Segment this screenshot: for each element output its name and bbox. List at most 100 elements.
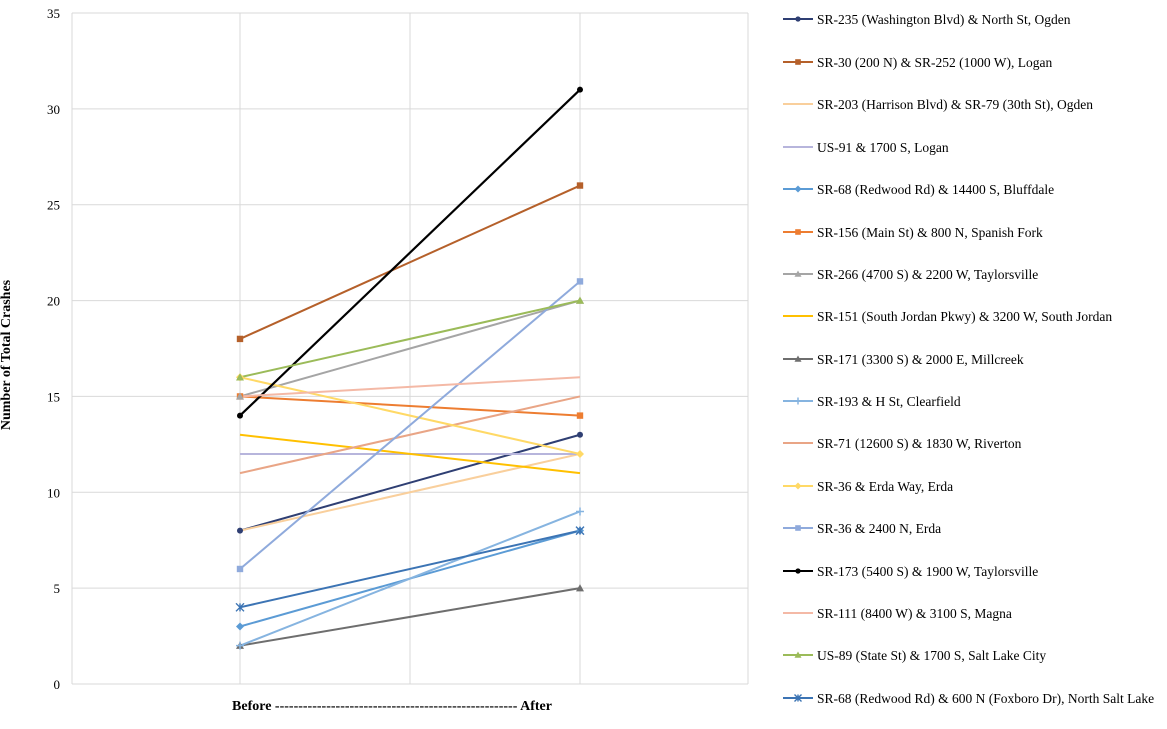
legend-marker [783, 442, 813, 444]
legend-item-11: SR-71 (12600 S) & 1830 W, Riverton [783, 436, 1167, 470]
data-point-13-before [236, 565, 244, 573]
legend-label: SR-203 (Harrison Blvd) & SR-79 (30th St)… [817, 97, 1093, 112]
legend-marker-symbol [794, 482, 802, 490]
legend-marker-symbol [794, 397, 802, 405]
legend-marker-symbol [794, 185, 802, 193]
legend-label: US-89 (State St) & 1700 S, Salt Lake Cit… [817, 648, 1047, 663]
legend-item-9: SR-171 (3300 S) & 2000 E, Millcreek [783, 352, 1167, 386]
data-point-2-after [576, 182, 584, 189]
legend-item-2: SR-30 (200 N) & SR-252 (1000 W), Logan [783, 55, 1167, 89]
data-point-14-before [237, 412, 243, 419]
legend-item-8: SR-151 (South Jordan Pkwy) & 3200 W, Sou… [783, 309, 1167, 343]
legend-marker [783, 568, 813, 574]
legend-item-17: SR-68 (Redwood Rd) & 600 N (Foxboro Dr),… [783, 691, 1167, 725]
legend-marker [783, 229, 813, 235]
legend-item-15: SR-111 (8400 W) & 3100 S, Magna [783, 606, 1167, 640]
legend-marker [783, 355, 813, 362]
legend-marker [783, 651, 813, 658]
legend-marker [783, 482, 813, 490]
data-point-13-after [576, 278, 584, 285]
legend-label: SR-235 (Washington Blvd) & North St, Ogd… [817, 12, 1071, 27]
data-point-12-after [576, 449, 584, 458]
legend-marker-symbol [795, 229, 801, 235]
legend-item-7: SR-266 (4700 S) & 2200 W, Taylorsville [783, 267, 1167, 301]
legend-item-4: US-91 & 1700 S, Logan [783, 140, 1167, 174]
series-line-7 [239, 299, 581, 398]
chart-area: 0 5 10 15 20 25 30 35 Before ------------------… [0, 6, 749, 714]
legend-label: SR-36 & 2400 N, Erda [817, 521, 942, 536]
legend: SR-235 (Washington Blvd) & North St, Ogd… [783, 0, 1167, 729]
x-axis-label: Before ---------------------------------… [232, 699, 552, 714]
y-axis: 0 5 10 15 20 25 30 35 [47, 6, 60, 692]
data-point-1-after [577, 431, 583, 438]
legend-label: SR-68 (Redwood Rd) & 14400 S, Bluffdale [817, 182, 1055, 197]
data-point-16-before [236, 373, 244, 381]
series-line-2 [239, 184, 581, 340]
legend-marker [783, 103, 813, 105]
legend-marker [783, 270, 813, 277]
data-point-10-before [236, 641, 244, 650]
legend-label: SR-111 (8400 W) & 3100 S, Magna [817, 606, 1012, 621]
legend-item-16: US-89 (State St) & 1700 S, Salt Lake Cit… [783, 648, 1167, 682]
data-point-2-before [236, 335, 244, 343]
y-tick-label: 10 [47, 485, 60, 500]
legend-item-6: SR-156 (Main St) & 800 N, Spanish Fork [783, 225, 1167, 259]
series-line-16 [239, 299, 581, 379]
legend-marker [783, 694, 813, 702]
series-line-8 [239, 433, 581, 475]
legend-item-5: SR-68 (Redwood Rd) & 14400 S, Bluffdale [783, 182, 1167, 216]
data-point-1-before [237, 527, 243, 534]
y-tick-label: 35 [47, 6, 60, 21]
legend-marker [783, 185, 813, 193]
legend-marker [783, 397, 813, 405]
legend-label: SR-36 & Erda Way, Erda [817, 479, 954, 494]
legend-item-1: SR-235 (Washington Blvd) & North St, Ogd… [783, 12, 1167, 46]
data-point-7-before [236, 392, 244, 400]
legend-item-13: SR-36 & 2400 N, Erda [783, 521, 1167, 555]
legend-label: SR-193 & H St, Clearfield [817, 394, 961, 409]
data-point-5-before [236, 622, 244, 631]
legend-item-12: SR-36 & Erda Way, Erda [783, 479, 1167, 513]
series-line-17 [239, 529, 581, 609]
series-line-13 [239, 280, 581, 570]
series-line-12 [239, 376, 581, 455]
legend-marker [783, 146, 813, 148]
series-line-1 [239, 433, 581, 532]
legend-label: SR-266 (4700 S) & 2200 W, Taylorsville [817, 267, 1039, 282]
series-line-14 [239, 88, 581, 417]
legend-label: SR-173 (5400 S) & 1900 W, Taylorsville [817, 564, 1039, 579]
legend-marker [783, 59, 813, 65]
legend-marker-symbol [795, 59, 801, 65]
legend-marker [783, 315, 813, 317]
legend-label: SR-30 (200 N) & SR-252 (1000 W), Logan [817, 55, 1053, 70]
legend-marker-symbol [794, 694, 802, 702]
legend-marker-symbol [795, 16, 801, 22]
legend-label: SR-71 (12600 S) & 1830 W, Riverton [817, 436, 1022, 451]
y-tick-label: 30 [47, 102, 60, 117]
legend-marker-symbol [795, 568, 801, 574]
series-line-15 [239, 376, 581, 398]
series-lines [239, 88, 581, 647]
data-point-10-after [576, 507, 584, 516]
y-tick-label: 5 [54, 581, 61, 596]
series-line-9 [239, 587, 581, 647]
legend-marker-symbol [794, 355, 802, 362]
legend-label: US-91 & 1700 S, Logan [817, 140, 949, 155]
data-point-6-after [576, 412, 584, 419]
data-point-17-before [235, 602, 245, 612]
legend-marker-symbol [795, 525, 801, 531]
data-point-16-after [576, 296, 584, 304]
legend-label: SR-171 (3300 S) & 2000 E, Millcreek [817, 352, 1024, 367]
legend-marker [783, 16, 813, 22]
series-markers [235, 86, 585, 650]
series-line-6 [239, 395, 581, 417]
legend-marker-symbol [794, 651, 802, 658]
legend-marker [783, 612, 813, 614]
legend-marker [783, 525, 813, 531]
y-tick-label: 15 [47, 389, 60, 404]
y-tick-label: 25 [47, 198, 60, 213]
data-point-9-after [576, 584, 584, 592]
y-axis-label: Number of Total Crashes [0, 279, 14, 431]
legend-label: SR-156 (Main St) & 800 N, Spanish Fork [817, 225, 1043, 240]
legend-label: SR-151 (South Jordan Pkwy) & 3200 W, Sou… [817, 309, 1113, 324]
